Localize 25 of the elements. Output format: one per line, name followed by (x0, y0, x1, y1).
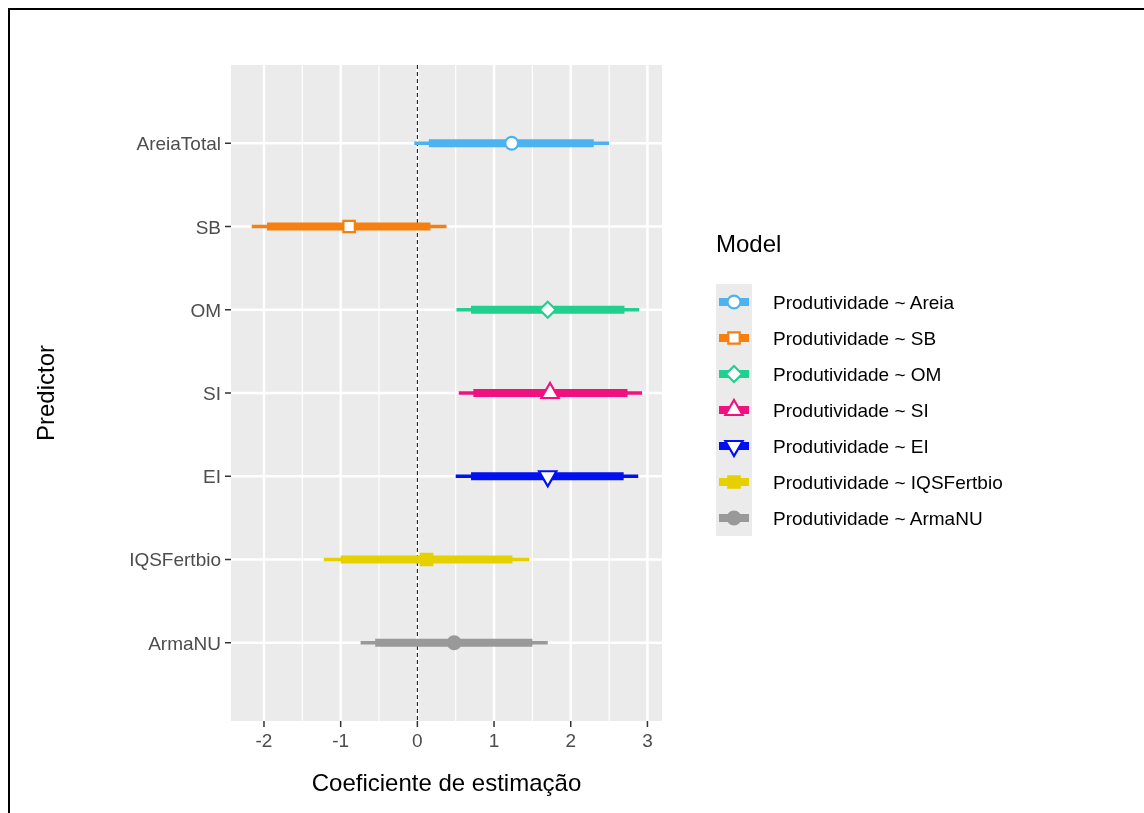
legend-label: Produtividade ~ EI (773, 436, 929, 457)
legend-label: Produtividade ~ ArmaNU (773, 508, 983, 529)
point (419, 552, 434, 567)
x-tick-label: 1 (488, 730, 500, 751)
legend-label: Produtividade ~ OM (773, 364, 942, 385)
y-tick-label: OM (190, 299, 221, 321)
y-tick-label: SB (195, 216, 221, 238)
x-tick-label: 2 (565, 730, 577, 751)
y-tick-label: AreiaTotal (136, 133, 221, 155)
y-tick-label: SI (203, 383, 221, 404)
y-tick-label: EI (203, 466, 221, 488)
x-tick-label: 0 (412, 730, 423, 751)
legend-label: Produtividade ~ SB (773, 328, 937, 349)
legend-label: Produtividade ~ Areia (773, 292, 955, 313)
y-tick-label: ArmaNU (148, 632, 221, 654)
legend-title: Model (716, 230, 782, 257)
x-tick-label: -1 (332, 730, 350, 751)
legend-label: Produtividade ~ SI (773, 400, 929, 421)
y-tick-label: IQSFertbio (129, 549, 221, 571)
legend-label: Produtividade ~ IQSFertbio (773, 472, 1003, 493)
x-tick-label: -2 (255, 730, 273, 751)
x-tick-label: 3 (642, 730, 653, 751)
x-axis-title: Coeficiente de estimação (311, 769, 582, 796)
point (446, 635, 462, 651)
y-axis-title: Predictor (32, 344, 59, 442)
